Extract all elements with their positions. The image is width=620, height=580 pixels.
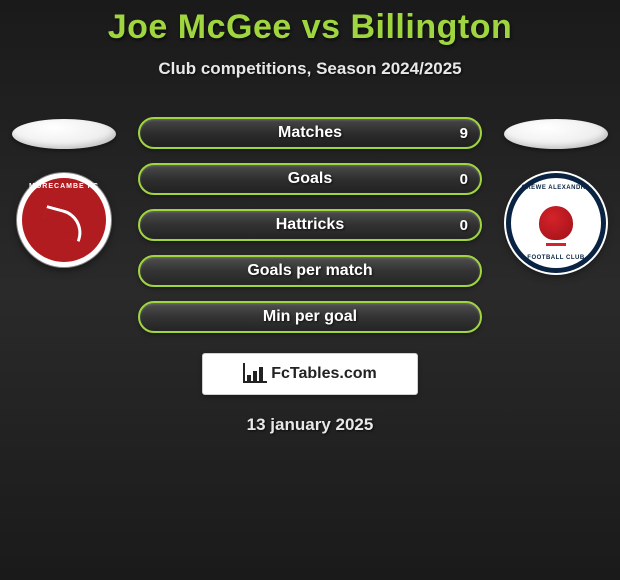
right-column: CREWE ALEXANDRA FOOTBALL CLUB [500,119,612,273]
page-title: Joe McGee vs Billington [0,8,620,47]
club-crest-left: MORECAMBE FC [17,173,111,267]
crest-right-text-bottom: FOOTBALL CLUB [511,255,601,261]
left-column: MORECAMBE FC [8,119,120,267]
stat-bar-hattricks: Hattricks 0 [138,209,482,241]
branding-badge: FcTables.com [202,353,418,395]
stat-label: Matches [278,124,342,142]
stat-label: Hattricks [276,216,344,234]
subtitle: Club competitions, Season 2024/2025 [0,59,620,79]
player-photo-left [12,119,116,149]
crest-left-text: MORECAMBE FC [22,183,106,190]
lion-icon [539,206,573,240]
infographic-root: Joe McGee vs Billington Club competition… [0,0,620,435]
crest-right-text-top: CREWE ALEXANDRA [511,185,601,191]
stat-bar-min-per-goal: Min per goal [138,301,482,333]
stat-label: Goals [288,170,332,188]
stat-right-value: 0 [460,171,468,188]
content-row: MORECAMBE FC Matches 9 Goals 0 Hattricks… [0,119,620,333]
date-text: 13 january 2025 [0,415,620,435]
branding-text: FcTables.com [271,365,377,383]
shrimp-icon [41,206,87,240]
bar-chart-icon [243,365,265,383]
club-crest-right: CREWE ALEXANDRA FOOTBALL CLUB [506,173,606,273]
stat-right-value: 0 [460,217,468,234]
stat-right-value: 9 [460,125,468,142]
stat-bar-goals-per-match: Goals per match [138,255,482,287]
stats-bars: Matches 9 Goals 0 Hattricks 0 Goals per … [138,117,482,333]
player-photo-right [504,119,608,149]
stat-bar-goals: Goals 0 [138,163,482,195]
stat-label: Min per goal [263,308,357,326]
stat-bar-matches: Matches 9 [138,117,482,149]
stat-label: Goals per match [247,262,372,280]
